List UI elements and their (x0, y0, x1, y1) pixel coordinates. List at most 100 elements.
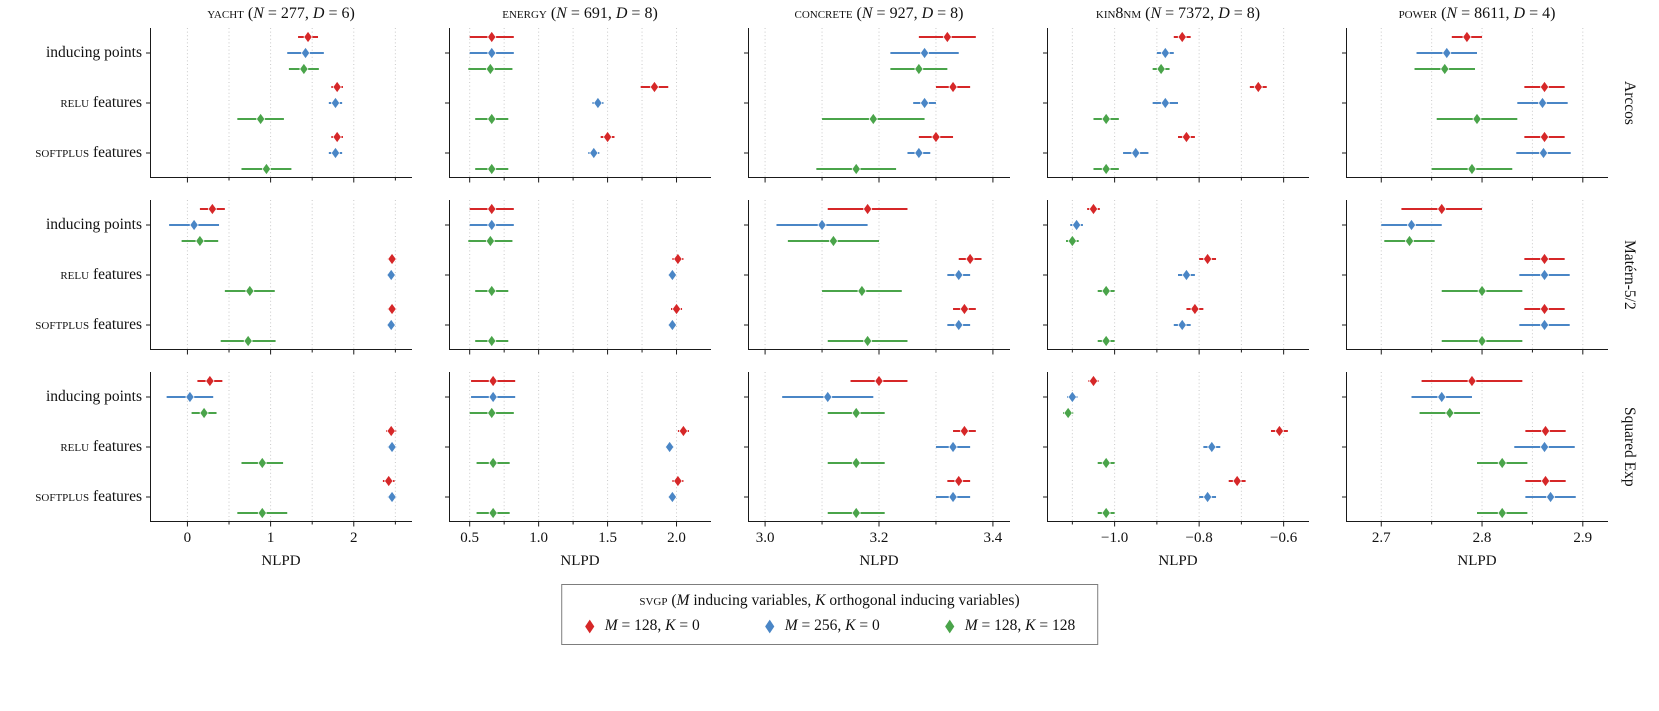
diamond-marker (330, 96, 341, 110)
panel-Arccos-yacht (146, 28, 412, 183)
diamond-marker (1190, 302, 1200, 316)
legend: svgp (M inducing variables, K orthogonal… (560, 584, 1099, 645)
diamond-marker (1101, 506, 1111, 520)
row-label-arccos: Arccos (1621, 81, 1638, 125)
diamond-marker (673, 252, 683, 266)
diamond-marker (667, 318, 678, 332)
diamond-marker (1477, 334, 1487, 348)
x-tick-label: 3.0 (756, 530, 775, 546)
legend-entry-label: M = 128, K = 0 (604, 617, 700, 634)
diamond-marker (387, 302, 397, 316)
panel-Arccos-concrete (744, 28, 1010, 183)
diamond-marker (1063, 406, 1073, 420)
diamond-marker (678, 424, 689, 438)
category-label: softplus features (35, 488, 142, 505)
diamond-marker (488, 390, 498, 404)
diamond-marker (1472, 112, 1482, 126)
diamond-marker (1101, 162, 1111, 176)
diamond-marker (487, 30, 497, 44)
panel-Squared Exp-yacht: 0 1 2 NLPD (146, 372, 412, 569)
diamond-marker (189, 218, 199, 232)
column-title-kin8nm: kin8nm (N = 7372, D = 8) (1095, 5, 1261, 22)
diamond-marker (1406, 218, 1417, 232)
diamond-marker (1440, 62, 1450, 76)
diamond-marker (948, 80, 958, 94)
diamond-marker (1462, 30, 1472, 44)
panel-Matérn-5/2-kin8nm (1043, 200, 1309, 355)
x-tick-label: 0.5 (460, 530, 479, 546)
diamond-marker (199, 406, 209, 420)
panel-Matérn-5/2-yacht (146, 200, 412, 355)
x-tick-label: 2.0 (667, 530, 686, 546)
x-tick-label: 3.2 (870, 530, 889, 546)
diamond-marker (386, 318, 396, 332)
diamond-marker (487, 406, 497, 420)
diamond-marker (245, 284, 255, 298)
row-label-squared-exp: Squared Exp (1621, 407, 1638, 487)
diamond-marker (851, 506, 861, 520)
diamond-marker (862, 202, 873, 216)
diamond-marker (1088, 202, 1099, 216)
diamond-marker (1404, 234, 1415, 248)
x-tick-label: 1.0 (529, 530, 548, 546)
diamond-marker (487, 334, 497, 348)
diamond-marker (919, 96, 930, 110)
green-diamond-icon (944, 619, 954, 633)
diamond-marker (257, 506, 267, 520)
diamond-marker (485, 234, 496, 248)
diamond-marker (387, 440, 397, 454)
diamond-marker (851, 406, 861, 420)
diamond-marker (965, 252, 975, 266)
x-tick-label: 0 (184, 530, 192, 546)
diamond-marker (300, 46, 311, 60)
panel-Arccos-kin8nm (1043, 28, 1309, 183)
legend-entry-m128-k0: M = 128, K = 0 (584, 617, 700, 635)
x-axis-label: NLPD (859, 553, 898, 569)
diamond-marker (1177, 318, 1187, 332)
panel-Squared Exp-concrete: 3.0 3.2 3.4 NLPD (744, 372, 1010, 569)
legend-entry-label: M = 256, K = 0 (784, 617, 880, 634)
diamond-marker (671, 302, 682, 316)
category-label: relu features (60, 438, 142, 455)
diamond-marker (1545, 490, 1556, 504)
x-tick-label: 2 (350, 530, 358, 546)
diamond-marker (195, 234, 205, 248)
panel-Arccos-energy (445, 28, 711, 183)
diamond-marker (243, 334, 253, 348)
diamond-marker (914, 62, 924, 76)
diamond-marker (1101, 456, 1111, 470)
diamond-marker (1202, 490, 1213, 504)
diamond-marker (487, 46, 497, 60)
diamond-marker (828, 234, 839, 248)
diamond-marker (914, 146, 924, 160)
diamond-marker (942, 30, 952, 44)
category-label: relu features (60, 94, 142, 111)
diamond-marker (255, 112, 266, 126)
diamond-marker (602, 130, 613, 144)
diamond-marker (1437, 202, 1447, 216)
diamond-marker (384, 474, 394, 488)
diamond-marker (487, 202, 497, 216)
diamond-marker (1181, 130, 1192, 144)
x-axis-label: NLPD (1158, 553, 1197, 569)
x-axis-label: NLPD (1457, 553, 1496, 569)
diamond-marker (257, 456, 267, 470)
panel-Matérn-5/2-energy (445, 200, 711, 355)
column-title-energy: energy (N = 691, D = 8) (502, 5, 658, 22)
legend-title-svgp: svgp (639, 592, 668, 609)
diamond-marker (303, 30, 313, 44)
diamond-marker (488, 506, 498, 520)
diamond-marker (1537, 96, 1548, 110)
diamond-marker (1539, 252, 1550, 266)
diamond-marker (1540, 424, 1551, 438)
x-tick-label: −0.6 (1270, 530, 1298, 546)
diamond-marker (1177, 30, 1187, 44)
diamond-marker (1274, 424, 1285, 438)
diamond-marker (1253, 80, 1263, 94)
diamond-marker (857, 284, 867, 298)
category-label: inducing points (45, 216, 142, 233)
legend-entry-label: M = 128, K = 128 (964, 617, 1076, 634)
diamond-marker (386, 268, 396, 282)
diamond-marker (332, 80, 342, 94)
